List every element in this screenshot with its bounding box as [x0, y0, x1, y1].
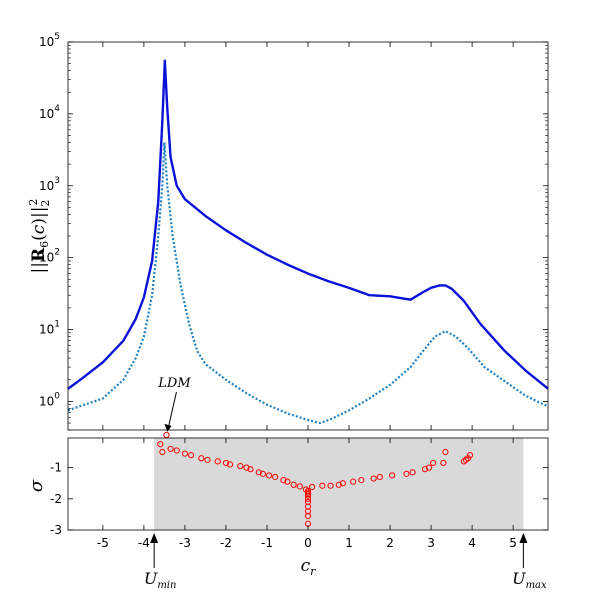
- shaded-region: [154, 438, 524, 530]
- scatter-point: [237, 462, 244, 470]
- umin-arrowhead: [150, 533, 159, 543]
- scatter-point: [304, 498, 312, 506]
- top-y-axis-label: ||R6(c)||22: [27, 199, 52, 274]
- scatter-point: [319, 482, 326, 489]
- scatter-point: [304, 495, 312, 502]
- y-tick-label: 104: [39, 104, 60, 121]
- top-series-group: [67, 59, 549, 425]
- scatter-point: [389, 472, 396, 479]
- scatter-point: [157, 441, 164, 448]
- y-tick-label: 103: [39, 176, 60, 193]
- cr-x-tick-label: 3: [427, 536, 435, 550]
- annotations: LDM Umin Umax: [144, 376, 547, 591]
- scatter-point: [430, 459, 437, 467]
- scatter-point: [247, 466, 254, 473]
- cr-x-tick-label: 1: [345, 536, 353, 550]
- series-line-1: [67, 59, 549, 390]
- scatter-point: [259, 470, 266, 477]
- scatter-point: [296, 483, 303, 490]
- bottom-x-axis-label: cr: [301, 556, 317, 578]
- cr-x-tick-label: 5: [509, 536, 517, 550]
- top-axes-frame: [68, 42, 548, 430]
- umin-label: Umin: [144, 569, 177, 591]
- scatter-point: [226, 461, 234, 468]
- scatter-point: [304, 492, 312, 499]
- scatter-point: [163, 431, 170, 438]
- top-axes-border: [67, 41, 549, 431]
- scatter-point: [464, 455, 472, 462]
- cr-x-tick-label: 4: [468, 536, 476, 550]
- y-tick-label: 100: [39, 391, 60, 408]
- bottom-x-ticks: -5 -4 -3 -2 -1 0 1 2 3 4 5: [97, 438, 517, 550]
- scatter-point: [181, 450, 189, 457]
- ldm-annotation-label: LDM: [157, 376, 191, 391]
- scatter-point: [255, 469, 262, 476]
- bottom-axes-border: [67, 437, 549, 531]
- top-y-ticks: 100 101 102 103 104 105: [39, 32, 548, 431]
- sigma-y-tick-label: -1: [50, 461, 62, 475]
- y-tick-label: 102: [39, 248, 60, 265]
- scatter-point: [173, 447, 180, 454]
- scatter-point: [350, 478, 357, 485]
- scatter-point: [187, 452, 195, 459]
- scatter-point: [214, 458, 221, 465]
- y-tick-label: 101: [39, 320, 60, 337]
- scatter-point: [265, 472, 273, 479]
- scatter-point: [309, 483, 316, 491]
- scatter-point: [290, 481, 297, 488]
- top-panel: 100 101 102 103 104 105 ||R6(c)||22: [27, 32, 549, 431]
- cr-x-tick-label: 0: [304, 536, 312, 550]
- scatter-point: [358, 477, 365, 484]
- scatter-point: [440, 459, 447, 467]
- scatter-point: [409, 469, 416, 476]
- scatter-point: [167, 445, 174, 453]
- y-tick-label: 105: [39, 32, 60, 49]
- scatter-point: [327, 482, 334, 489]
- scatter-points: [157, 431, 474, 527]
- top-x-ticks: [102, 42, 514, 430]
- scatter-point: [304, 508, 312, 515]
- scatter-point: [370, 475, 377, 482]
- scatter-point: [204, 456, 211, 463]
- bottom-y-axis-label: σ: [26, 479, 47, 492]
- scatter-point: [284, 478, 291, 485]
- scatter-point: [272, 473, 279, 481]
- scatter-point: [280, 477, 287, 484]
- scatter-point: [442, 448, 449, 456]
- sigma-y-tick-label: -3: [50, 523, 62, 537]
- umax-label: Umax: [512, 569, 547, 591]
- cr-x-tick-label: -3: [179, 536, 191, 550]
- cr-x-tick-label: 2: [386, 536, 394, 550]
- cr-x-tick-label: -4: [138, 536, 150, 550]
- cr-x-tick-label: -2: [220, 536, 232, 550]
- series-line-2: [67, 141, 549, 425]
- scatter-point: [304, 503, 312, 510]
- cr-x-tick-label: -1: [261, 536, 273, 550]
- ldm-annotation-arrow: [167, 391, 177, 427]
- scatter-point: [198, 455, 205, 462]
- scatter-point: [466, 452, 474, 459]
- ldm-arrowhead: [164, 423, 172, 432]
- sigma-y-tick-label: -2: [50, 492, 62, 506]
- scatter-point: [421, 466, 429, 473]
- umax-arrowhead: [519, 533, 528, 543]
- scatter-point: [304, 512, 312, 520]
- scatter-point: [425, 464, 433, 471]
- bottom-y-ticks: -3 -2 -1: [50, 461, 548, 537]
- scatter-point: [339, 480, 346, 487]
- scatter-point: [159, 448, 166, 456]
- scatter-point: [376, 473, 383, 481]
- scatter-point: [403, 470, 410, 477]
- bottom-panel: -3 -2 -1 -5 -4 -3 -2 -1 0 1 2 3 4 5 σ cr: [26, 431, 549, 578]
- scatter-point: [222, 459, 230, 467]
- cr-x-tick-label: -5: [97, 536, 109, 550]
- scatter-point: [335, 481, 342, 488]
- scatter-point: [243, 464, 250, 471]
